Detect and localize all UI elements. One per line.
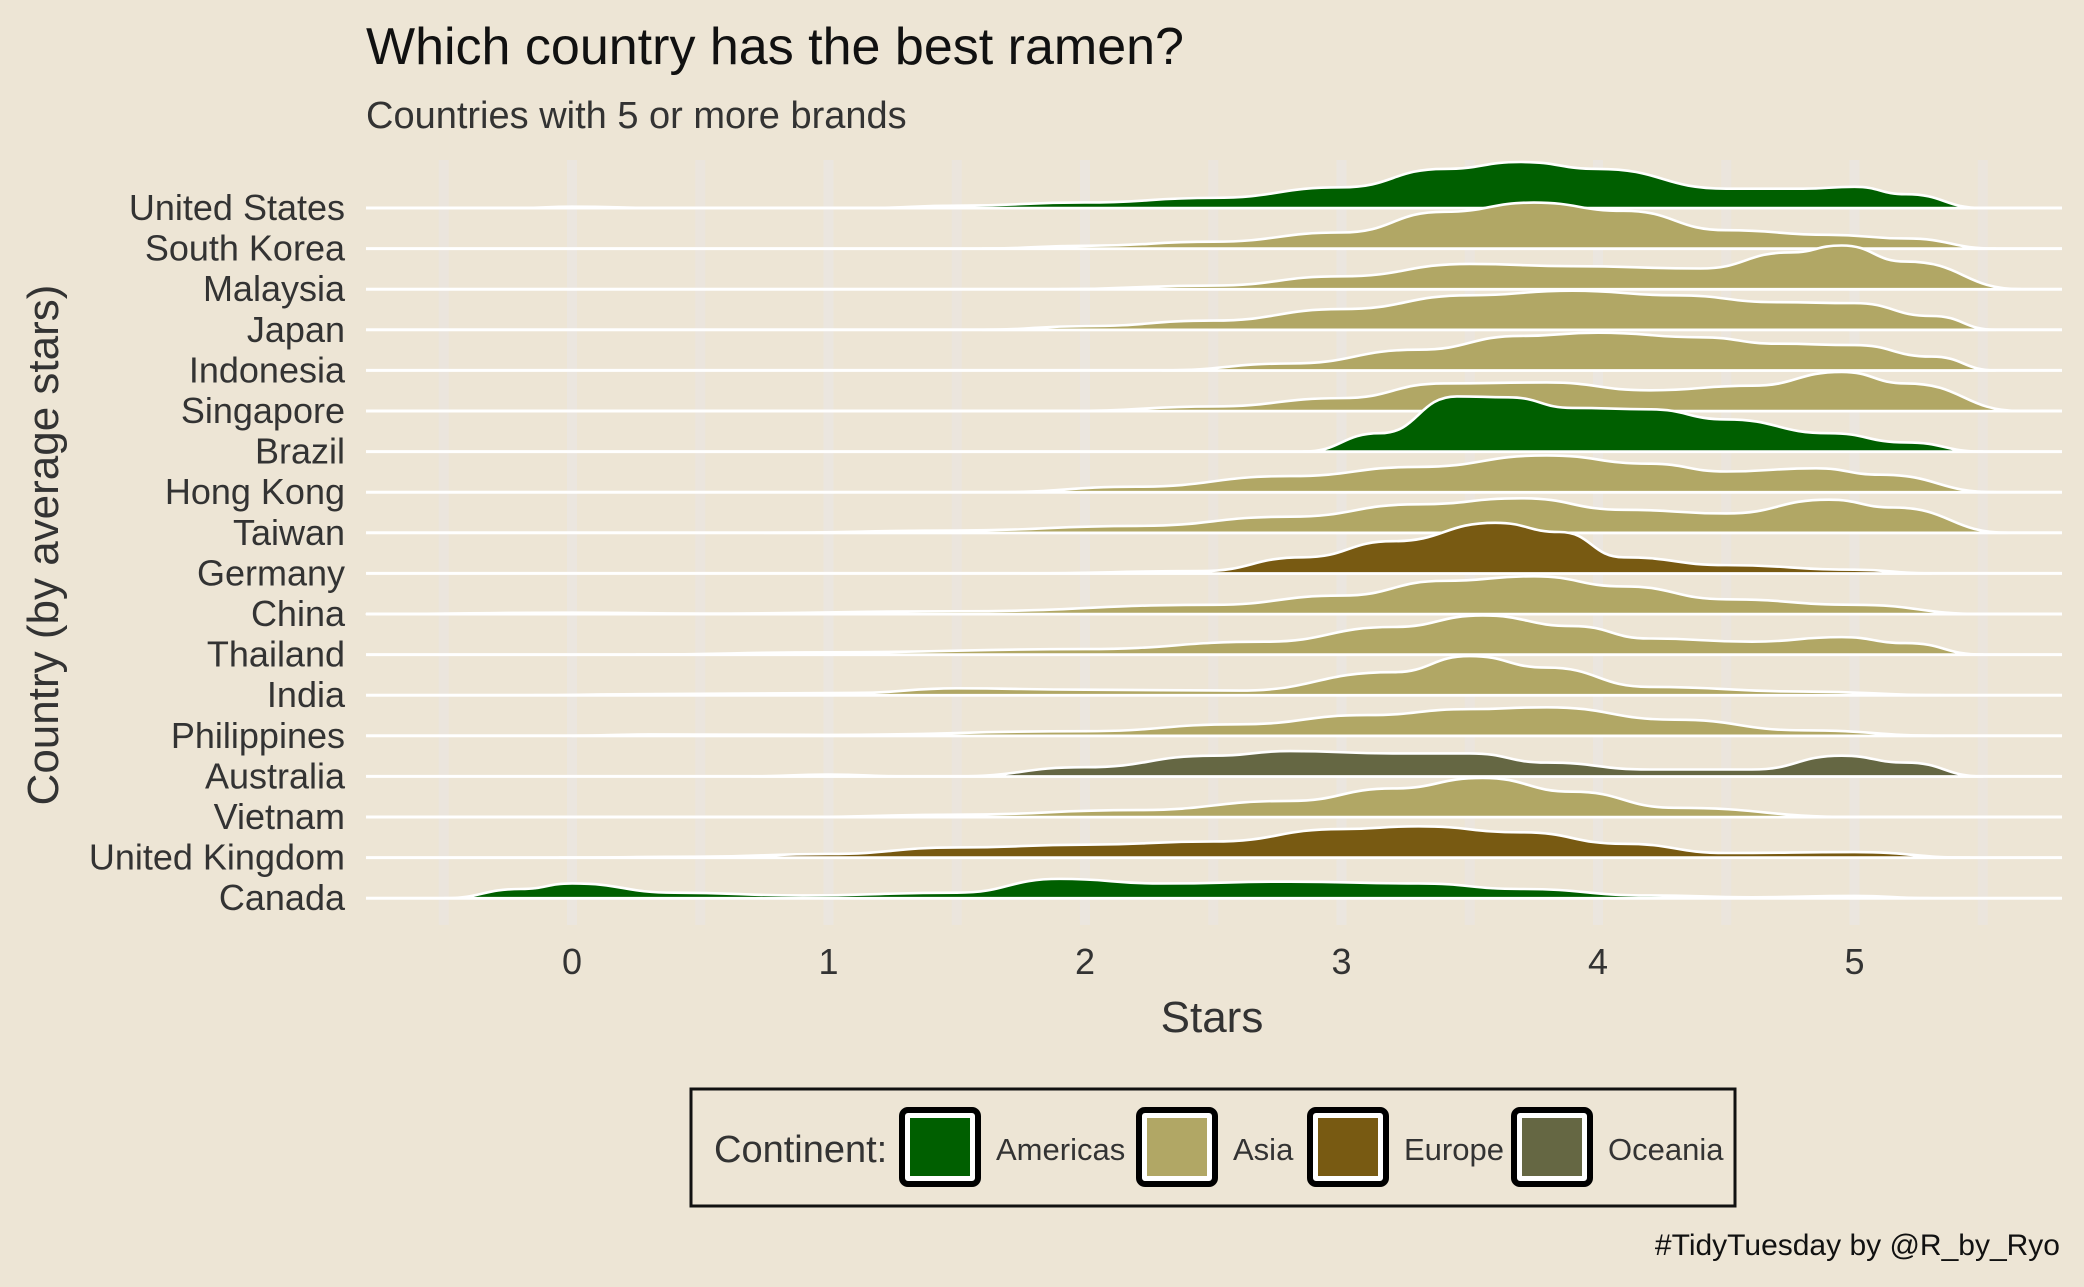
y-tick-label: United Kingdom	[89, 837, 345, 878]
chart-subtitle: Countries with 5 or more brands	[366, 95, 907, 137]
y-axis-title: Country (by average stars)	[19, 285, 68, 806]
ridge-canada	[442, 877, 1933, 900]
legend-key-swatch	[1522, 1118, 1582, 1176]
ridge-hong-kong	[993, 454, 1997, 494]
y-tick-label: South Korea	[145, 228, 346, 269]
x-tick-label: 0	[562, 941, 582, 982]
ridge-philippines	[570, 705, 1946, 738]
y-tick-label: Singapore	[181, 390, 345, 431]
legend-title: Continent:	[714, 1129, 887, 1171]
legend-items: Americas Asia Europe Oceania	[899, 1107, 1724, 1187]
ridge-south-korea	[981, 201, 1997, 250]
ridge-malaysia	[1058, 244, 2023, 291]
ridge-vietnam	[801, 776, 1856, 819]
ridge-germany	[1019, 521, 1933, 575]
y-tick-label: Philippines	[171, 715, 345, 756]
ridge-china	[365, 574, 1985, 616]
x-axis-title: Stars	[1161, 993, 1264, 1042]
y-tick-label: Brazil	[255, 431, 345, 472]
y-tick-label: United States	[129, 187, 345, 228]
y-tick-label: Taiwan	[233, 512, 345, 553]
legend-label: Oceania	[1608, 1132, 1724, 1167]
ridge-india	[532, 654, 1946, 697]
x-tick-label: 2	[1075, 941, 1095, 982]
y-tick-label: Canada	[219, 877, 346, 918]
ridge-singapore	[1070, 370, 2023, 413]
legend-key-swatch	[1318, 1118, 1378, 1176]
ridge-taiwan	[763, 497, 2010, 535]
x-tick-label: 3	[1331, 941, 1351, 982]
ridge-thailand	[634, 614, 1985, 656]
y-tick-label: China	[251, 593, 346, 634]
x-tick-label: 1	[818, 941, 838, 982]
legend-label: Americas	[996, 1132, 1125, 1167]
ridge-united-states	[519, 160, 1985, 210]
legend-key-swatch	[1147, 1118, 1207, 1176]
y-tick-label: Australia	[205, 755, 346, 796]
ridge-united-kingdom	[557, 825, 1972, 859]
chart-caption: #TidyTuesday by @R_by_Ryo	[1655, 1229, 2060, 1262]
legend-label: Europe	[1404, 1132, 1504, 1167]
ridge-japan	[981, 289, 1997, 332]
y-tick-label: Thailand	[207, 634, 345, 675]
legend: Continent: Americas Asia Europe Oceania	[689, 1087, 1737, 1208]
x-tick-label: 4	[1588, 941, 1608, 982]
ridge-brazil	[1301, 395, 1985, 453]
legend-label: Asia	[1233, 1132, 1294, 1167]
legend-key-swatch	[910, 1118, 970, 1176]
y-tick-label: Japan	[247, 309, 345, 350]
ridge-australia	[750, 749, 1985, 778]
y-tick-label: Germany	[197, 552, 345, 593]
x-axis-tick-labels: 0 1 2 3 4 5	[562, 941, 1865, 982]
chart-title: Which country has the best ramen?	[366, 18, 1184, 76]
ridge-layers	[365, 160, 2062, 900]
y-tick-label: Vietnam	[214, 796, 345, 837]
y-tick-label: India	[267, 674, 346, 715]
ridge-indonesia	[1160, 331, 1997, 372]
y-tick-label: Indonesia	[189, 349, 346, 390]
legend-frame	[689, 1087, 1737, 1208]
y-tick-label: Hong Kong	[165, 471, 345, 512]
x-tick-label: 5	[1844, 941, 1864, 982]
y-tick-label: Malaysia	[203, 268, 346, 309]
